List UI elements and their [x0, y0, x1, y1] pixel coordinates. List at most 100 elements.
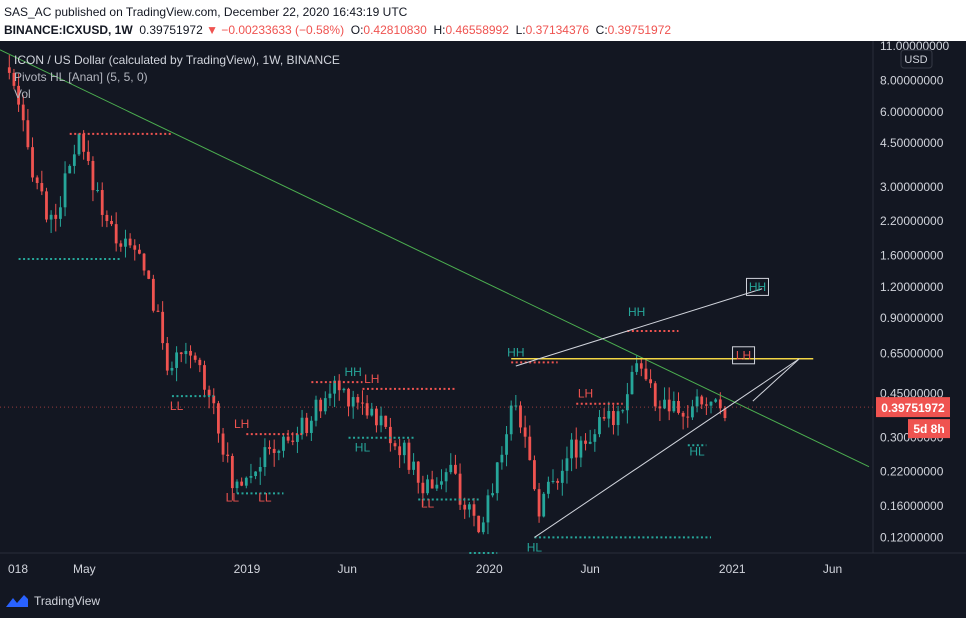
candle[interactable]: [598, 409, 601, 438]
candle[interactable]: [142, 252, 146, 276]
candle[interactable]: [77, 133, 81, 156]
candle[interactable]: [700, 394, 704, 409]
candle[interactable]: [630, 365, 634, 395]
candle[interactable]: [533, 455, 536, 491]
candle[interactable]: [21, 95, 25, 132]
candle[interactable]: [658, 400, 662, 422]
candle[interactable]: [323, 391, 327, 415]
candle[interactable]: [254, 471, 257, 480]
downtrend-line[interactable]: [0, 49, 870, 468]
candle[interactable]: [458, 463, 462, 511]
candle[interactable]: [519, 401, 522, 434]
candle[interactable]: [151, 274, 155, 313]
candle[interactable]: [240, 477, 244, 487]
candle[interactable]: [91, 156, 95, 202]
candle[interactable]: [82, 130, 86, 160]
indicator-label[interactable]: Pivots HL [Anan] (5, 5, 0): [14, 70, 148, 84]
candle[interactable]: [7, 55, 11, 80]
candle[interactable]: [663, 387, 666, 410]
candle[interactable]: [212, 388, 216, 415]
candle[interactable]: [379, 406, 383, 433]
candle[interactable]: [333, 375, 336, 408]
candle[interactable]: [105, 210, 109, 228]
candle[interactable]: [528, 425, 532, 461]
candle[interactable]: [509, 400, 513, 441]
candle[interactable]: [375, 405, 378, 433]
candle[interactable]: [542, 492, 546, 518]
candle[interactable]: [486, 489, 490, 535]
candle[interactable]: [249, 463, 253, 484]
candle[interactable]: [133, 239, 137, 261]
candle[interactable]: [444, 468, 448, 493]
candle[interactable]: [681, 411, 685, 430]
candle[interactable]: [184, 342, 188, 364]
candle[interactable]: [505, 425, 508, 467]
candle[interactable]: [217, 400, 220, 443]
candle[interactable]: [440, 469, 443, 490]
candle[interactable]: [477, 515, 481, 534]
chart-area[interactable]: 11.00000000 8.00000000 6.00000000 4.5000000…: [0, 41, 966, 618]
candle[interactable]: [68, 164, 72, 174]
candle[interactable]: [430, 470, 434, 489]
candle[interactable]: [426, 474, 429, 496]
candle[interactable]: [282, 434, 285, 458]
candle[interactable]: [370, 402, 374, 417]
triangle-upper-line[interactable]: [515, 288, 763, 367]
candle[interactable]: [677, 392, 680, 415]
tradingview-logo[interactable]: TradingView: [6, 594, 100, 608]
candle[interactable]: [551, 469, 555, 484]
candle[interactable]: [147, 270, 151, 280]
candle[interactable]: [704, 397, 708, 415]
triangle-lower-line[interactable]: [534, 358, 800, 538]
candle[interactable]: [119, 240, 123, 252]
candle[interactable]: [546, 476, 550, 499]
candle[interactable]: [714, 398, 718, 403]
candle[interactable]: [235, 479, 239, 494]
candle[interactable]: [709, 401, 713, 414]
candle[interactable]: [59, 196, 62, 227]
candle[interactable]: [268, 440, 271, 455]
candle[interactable]: [72, 144, 76, 174]
candle[interactable]: [179, 351, 183, 363]
candle[interactable]: [602, 408, 606, 421]
candle[interactable]: [686, 405, 690, 428]
candle[interactable]: [347, 387, 350, 417]
candle[interactable]: [560, 459, 564, 496]
candle[interactable]: [435, 477, 439, 492]
candle[interactable]: [17, 73, 20, 112]
candle[interactable]: [407, 438, 411, 475]
candle[interactable]: [328, 383, 332, 406]
candle[interactable]: [574, 427, 578, 469]
candle[interactable]: [537, 482, 541, 523]
candle[interactable]: [305, 412, 309, 437]
candle[interactable]: [296, 426, 299, 454]
candle[interactable]: [416, 461, 420, 494]
candle[interactable]: [110, 215, 113, 227]
candle[interactable]: [337, 374, 341, 401]
candle[interactable]: [170, 361, 174, 376]
candle[interactable]: [584, 433, 587, 451]
candle[interactable]: [86, 140, 90, 166]
candle[interactable]: [230, 453, 234, 501]
candle[interactable]: [467, 502, 471, 518]
candle[interactable]: [128, 233, 132, 249]
candle[interactable]: [491, 483, 494, 498]
candle[interactable]: [189, 345, 192, 369]
candle[interactable]: [393, 440, 397, 451]
candle[interactable]: [556, 478, 560, 490]
candle[interactable]: [258, 457, 262, 485]
candle[interactable]: [514, 394, 518, 411]
candle[interactable]: [593, 429, 597, 452]
candle[interactable]: [314, 395, 318, 427]
candle[interactable]: [40, 170, 44, 196]
candle[interactable]: [579, 436, 583, 468]
candle[interactable]: [45, 187, 48, 223]
price-chart[interactable]: 11.00000000 8.00000000 6.00000000 4.5000000…: [0, 41, 966, 618]
candle[interactable]: [114, 212, 118, 252]
candle[interactable]: [31, 137, 34, 182]
candle[interactable]: [244, 476, 248, 489]
currency-button[interactable]: [900, 49, 933, 69]
candle[interactable]: [96, 182, 99, 193]
candle[interactable]: [644, 358, 648, 381]
volume-label[interactable]: Vol: [14, 87, 31, 101]
